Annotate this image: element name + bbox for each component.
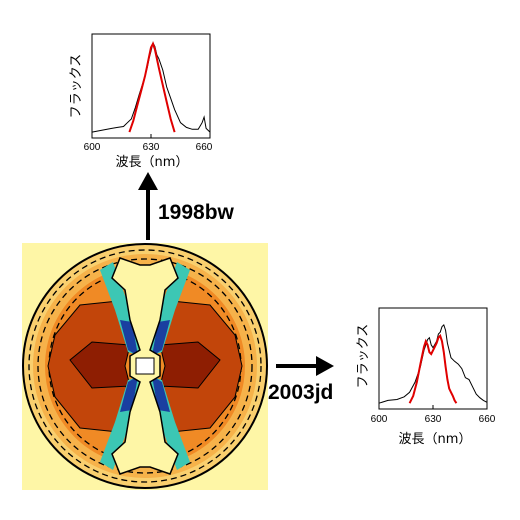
xlabel-right: 波長（nm） — [399, 432, 472, 447]
core-right — [159, 341, 221, 389]
core-left — [69, 341, 131, 389]
jet-core-ul — [120, 320, 138, 356]
xlabel-top: 波長（nm） — [116, 155, 189, 170]
jet-core-lr — [152, 376, 170, 412]
spectrum-model-top — [128, 41, 176, 133]
ylabel-right: フラックス — [356, 324, 371, 389]
xtick-right-0: 600 — [371, 414, 388, 425]
jet-core-ur — [152, 320, 170, 356]
spectrum-panel-top: 600 630 660 波長（nm） フラックス — [69, 33, 213, 170]
ticks-top — [91, 134, 211, 138]
arrow-up — [138, 172, 158, 240]
central-core — [135, 357, 155, 375]
contour-2 — [37, 258, 253, 474]
ticks-right — [378, 405, 488, 409]
xtick-top-0: 600 — [84, 142, 101, 153]
spectrum-panel-right: 600 630 660 波長（nm） フラックス — [356, 307, 496, 447]
xtick-right-2: 660 — [479, 414, 496, 425]
ylabel-top: フラックス — [69, 54, 84, 119]
spectrum-observed-right — [378, 323, 488, 404]
label-top-event: 1998bw — [158, 201, 235, 224]
xtick-top-1: 630 — [143, 142, 160, 153]
xtick-top-2: 660 — [196, 142, 213, 153]
plot-frame-right — [378, 307, 488, 410]
xtick-right-1: 630 — [425, 414, 442, 425]
arrow-right — [276, 356, 334, 376]
label-right-event: 2003jd — [268, 381, 333, 404]
contour-1 — [28, 249, 262, 483]
spectrum-model-right — [408, 333, 458, 404]
jet-core-ll — [120, 376, 138, 412]
simulation-map — [22, 243, 268, 490]
